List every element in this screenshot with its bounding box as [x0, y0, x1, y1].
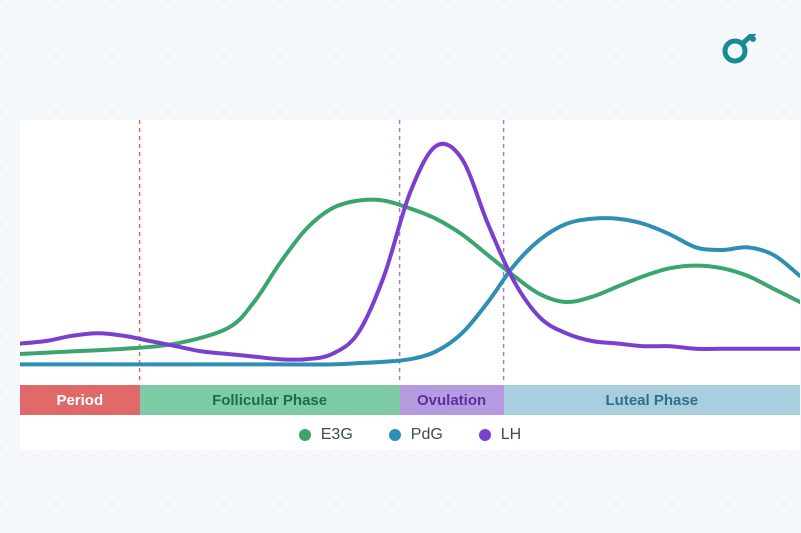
legend-item-pdg: PdG	[389, 426, 443, 444]
legend-dot-icon	[479, 429, 491, 441]
brand-logo-icon	[721, 34, 757, 68]
phase-ovulation: Ovulation	[400, 385, 504, 415]
legend-label: LH	[501, 426, 521, 444]
hormone-chart: PeriodFollicular PhaseOvulationLuteal Ph…	[20, 120, 800, 450]
legend-dot-icon	[299, 429, 311, 441]
phase-follicular-phase: Follicular Phase	[140, 385, 400, 415]
legend-label: PdG	[411, 426, 443, 444]
legend-label: E3G	[321, 426, 353, 444]
chart-plot	[20, 120, 800, 380]
series-e3g	[20, 200, 800, 354]
legend-item-e3g: E3G	[299, 426, 353, 444]
phase-luteal-phase: Luteal Phase	[504, 385, 800, 415]
legend-dot-icon	[389, 429, 401, 441]
chart-legend: E3G PdG LH	[20, 420, 800, 450]
series-pdg	[20, 218, 800, 364]
legend-item-lh: LH	[479, 426, 521, 444]
series-lh	[20, 144, 800, 360]
phase-bar: PeriodFollicular PhaseOvulationLuteal Ph…	[20, 385, 800, 415]
phase-period: Period	[20, 385, 140, 415]
